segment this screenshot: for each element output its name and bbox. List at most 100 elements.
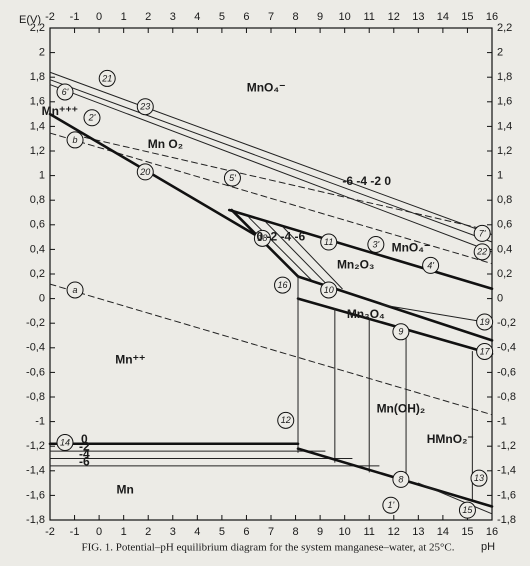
boundary-line <box>265 221 328 286</box>
y-tick-label-right: -0,2 <box>497 317 516 329</box>
region-label: -4 <box>79 447 90 461</box>
label-circle <box>473 243 491 261</box>
label-circle <box>136 98 154 116</box>
x-tick-label-top: 11 <box>364 11 375 23</box>
boundary-line <box>227 208 494 291</box>
x-tick-label: 15 <box>461 526 473 538</box>
y-tick-label-right: -0,6 <box>497 366 516 378</box>
label-circle <box>473 224 491 242</box>
x-tick-label-top: 7 <box>268 11 274 23</box>
x-tick-label-top: 5 <box>219 11 225 23</box>
x-tick-label: -2 <box>45 526 55 538</box>
x-tick-label: 9 <box>317 526 323 538</box>
x-tick-label: 11 <box>364 526 375 538</box>
line-label: 18 <box>257 233 267 243</box>
boundary-line <box>49 84 493 253</box>
label-circle <box>470 469 488 487</box>
x-tick-label-top: 1 <box>121 11 127 23</box>
line-label: 23 <box>139 102 150 112</box>
label-circle <box>367 235 385 253</box>
y-tick-label-right: 1,6 <box>497 96 512 108</box>
region-label: Mn(OH)₂ <box>377 401 426 415</box>
x-tick-label: 2 <box>145 526 151 538</box>
y-tick-label-right: -1,4 <box>497 465 516 477</box>
boundary-line <box>74 134 493 232</box>
region-label: 0 <box>81 432 88 446</box>
y-tick-label-right: 0,4 <box>497 243 512 255</box>
y-tick-label-right: -1 <box>497 416 507 428</box>
line-label: 10 <box>324 285 334 295</box>
y-tick-label: -1 <box>35 416 45 428</box>
y-tick-label: 1 <box>39 170 45 182</box>
line-label: 16 <box>278 280 288 290</box>
x-tick-label-top: 2 <box>145 11 151 23</box>
y-tick-label: -0,6 <box>26 366 45 378</box>
region-label: Mn₂O₃ <box>337 258 375 272</box>
y-tick-label: -0,4 <box>26 342 45 354</box>
x-axis-label: pH <box>481 541 495 553</box>
label-circle <box>476 313 494 331</box>
boundary-line <box>49 71 493 236</box>
x-tick-label-top: 13 <box>412 11 424 23</box>
label-circle <box>56 83 74 101</box>
x-tick-label: 0 <box>96 526 102 538</box>
label-circle <box>422 256 440 274</box>
label-circle <box>66 131 84 149</box>
x-tick-label-top: 14 <box>437 11 449 23</box>
x-tick-label-top: 8 <box>292 11 298 23</box>
line-label: a <box>73 285 78 295</box>
label-circle <box>382 496 400 514</box>
y-tick-label-right: -1,8 <box>497 514 516 526</box>
label-circle <box>56 434 74 452</box>
label-circle <box>274 276 292 294</box>
line-label: 5' <box>229 173 236 183</box>
x-tick-label-top: 15 <box>461 11 473 23</box>
y-tick-label-right: 0 <box>497 293 503 305</box>
x-tick-label-top: 10 <box>339 11 351 23</box>
region-label: Mn₃O₄ <box>347 307 385 321</box>
region-label: Mn <box>116 483 133 497</box>
boundary-line <box>49 283 493 416</box>
line-label: 2' <box>88 113 96 123</box>
region-label: MnO₄⁻ <box>392 240 431 254</box>
y-tick-label: 1,2 <box>30 145 45 157</box>
x-tick-label: 6 <box>243 526 249 538</box>
line-label: 11 <box>324 237 333 247</box>
line-label: 8 <box>398 474 403 484</box>
x-tick-label: 12 <box>388 526 400 538</box>
line-label: 6' <box>62 87 69 97</box>
y-tick-label: -1,8 <box>26 514 45 526</box>
y-tick-label-right: 1,4 <box>497 120 512 132</box>
x-tick-label-top: 4 <box>194 11 200 23</box>
y-tick-label-right: -0,8 <box>497 391 516 403</box>
boundary-line <box>49 132 493 265</box>
label-circle <box>476 342 494 360</box>
y-tick-label-right: 2 <box>497 47 503 59</box>
y-tick-label: -1,2 <box>26 440 45 452</box>
y-tick-label-right: -0,4 <box>497 342 516 354</box>
x-tick-label-top: 3 <box>170 11 176 23</box>
y-tick-label: -0,2 <box>26 317 45 329</box>
line-label: 15 <box>462 505 473 515</box>
region-label: Mn⁺⁺⁺ <box>42 104 78 118</box>
label-circle <box>458 501 476 519</box>
y-tick-label-right: -1,2 <box>497 440 516 452</box>
line-label: 21 <box>101 73 112 83</box>
y-tick-label: 0,4 <box>30 243 45 255</box>
y-tick-label-right: 0,2 <box>497 268 512 280</box>
boundary-line <box>49 79 493 243</box>
region-label: HMnO₂⁻ <box>427 432 474 446</box>
region-label: Mn O₂ <box>148 137 183 151</box>
boundary-line <box>417 482 493 515</box>
y-tick-label-right: 1,2 <box>497 145 512 157</box>
label-circle <box>277 411 295 429</box>
y-tick-label: 0,8 <box>30 194 45 206</box>
y-tick-label: 1,6 <box>30 96 45 108</box>
y-tick-label: 2 <box>39 47 45 59</box>
boundary-line <box>48 112 263 240</box>
boundary-line <box>381 304 493 324</box>
x-tick-label: 16 <box>486 526 498 538</box>
y-tick-label-right: 2,2 <box>497 22 512 34</box>
x-tick-label-top: 9 <box>317 11 323 23</box>
line-label: 4' <box>427 260 434 270</box>
